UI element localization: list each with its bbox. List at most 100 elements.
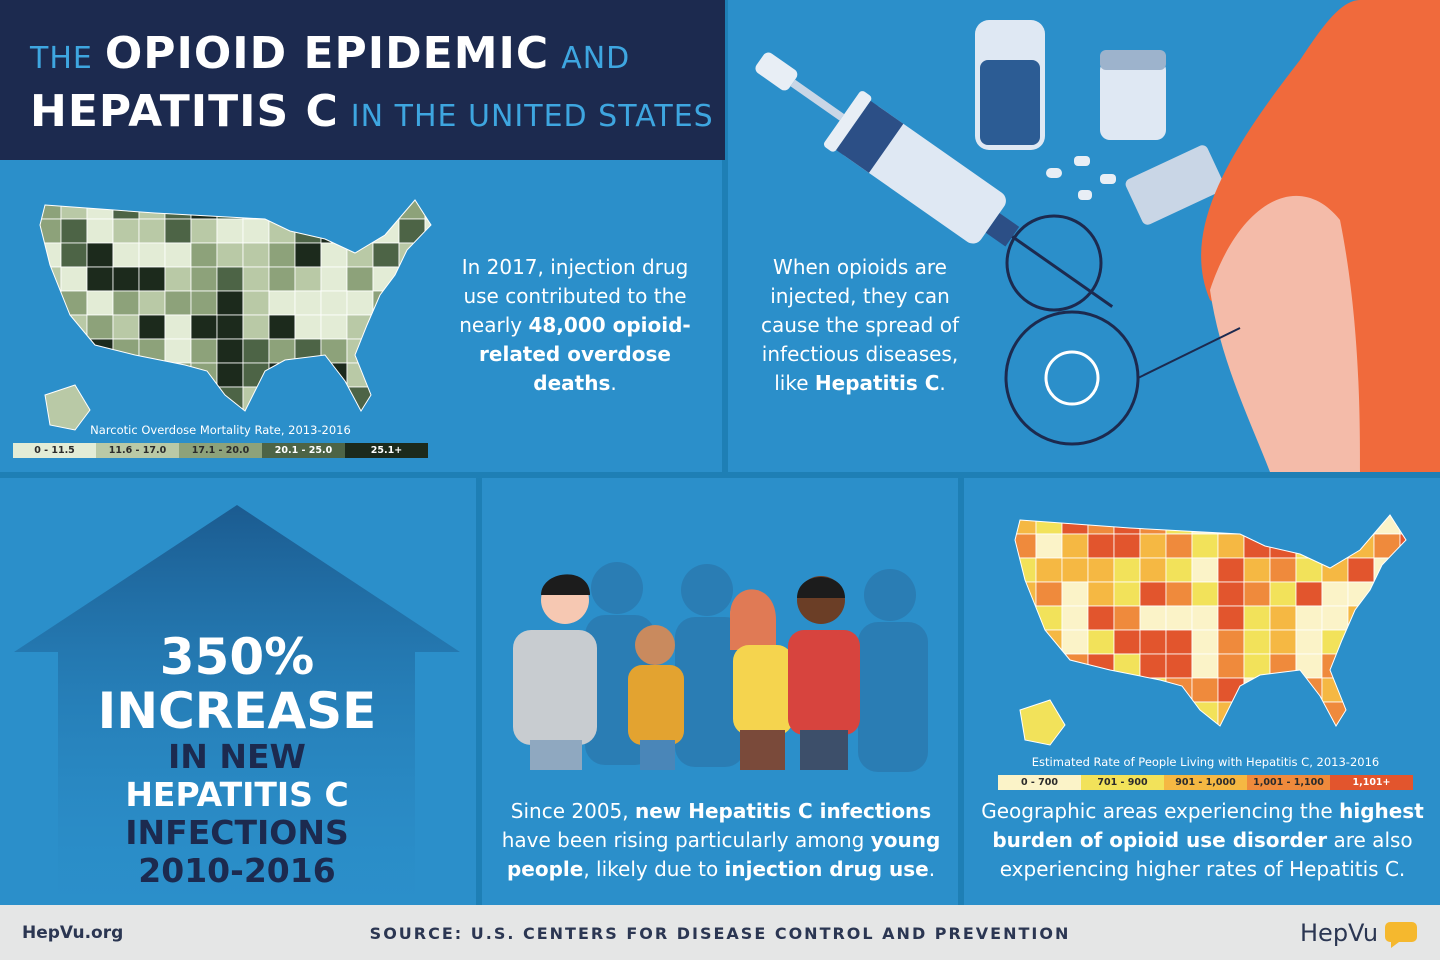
zoom-circle xyxy=(1005,214,1103,312)
house xyxy=(14,505,460,905)
state xyxy=(1035,533,1063,559)
state xyxy=(86,290,114,316)
site: HepVu.org xyxy=(22,923,124,943)
legend-item: 701 - 900 xyxy=(1081,775,1164,790)
state xyxy=(1035,557,1063,583)
legend-item: 17.1 - 20.0 xyxy=(179,443,262,458)
state xyxy=(138,314,166,340)
footer: HepVu.org SOURCE: U.S. CENTERS FOR DISEA… xyxy=(0,905,1440,960)
state xyxy=(1061,605,1089,631)
state xyxy=(1217,653,1245,679)
state xyxy=(372,242,400,268)
state xyxy=(216,242,244,268)
title-part: OPIOID EPIDEMIC xyxy=(104,28,550,79)
text-run: In 2017, injection drug use contributed … xyxy=(459,255,689,337)
state xyxy=(1113,533,1141,559)
state xyxy=(320,314,348,340)
increase-line: 2010-2016 xyxy=(138,851,336,890)
state xyxy=(138,242,166,268)
state xyxy=(242,314,270,340)
increase-line: INFECTIONS xyxy=(125,813,349,852)
state xyxy=(1061,557,1089,583)
legend-item: 0 - 11.5 xyxy=(13,443,96,458)
syringe xyxy=(755,52,1114,308)
header-box xyxy=(0,0,725,160)
state xyxy=(190,242,218,268)
state xyxy=(1217,605,1245,631)
state xyxy=(268,314,296,340)
state xyxy=(1087,629,1115,655)
state xyxy=(294,290,322,316)
map-caption: Estimated Rate of People Living with Hep… xyxy=(1031,755,1380,769)
state xyxy=(268,290,296,316)
state xyxy=(1191,533,1219,559)
state xyxy=(138,218,166,244)
legend-item: 25.1+ xyxy=(345,443,428,458)
state xyxy=(216,266,244,292)
state xyxy=(1243,605,1271,631)
state xyxy=(164,314,192,340)
state xyxy=(1087,581,1115,607)
state xyxy=(268,242,296,268)
state xyxy=(1113,581,1141,607)
legend: 0 - 700 701 - 900 901 - 1,000 1,001 - 1,100… xyxy=(998,775,1413,790)
state xyxy=(294,314,322,340)
state xyxy=(1217,557,1245,583)
state xyxy=(294,266,322,292)
state xyxy=(294,242,322,268)
state xyxy=(86,242,114,268)
title-part: AND xyxy=(561,41,631,76)
increase-line: INCREASE xyxy=(97,682,377,740)
state xyxy=(1243,557,1271,583)
state xyxy=(190,218,218,244)
state xyxy=(1087,605,1115,631)
state xyxy=(164,218,192,244)
map-caption: Narcotic Overdose Mortality Rate, 2013-2… xyxy=(90,423,351,437)
state xyxy=(190,338,218,364)
state xyxy=(1321,605,1349,631)
state xyxy=(216,314,244,340)
state xyxy=(268,266,296,292)
logo: HepVu xyxy=(1300,919,1379,947)
state xyxy=(138,266,166,292)
text-run: Hepatitis C xyxy=(814,371,940,395)
state xyxy=(164,266,192,292)
state xyxy=(242,290,270,316)
state xyxy=(320,290,348,316)
state xyxy=(190,314,218,340)
state xyxy=(1165,605,1193,631)
text-run: , likely due to xyxy=(583,857,725,881)
state xyxy=(242,242,270,268)
spread-text: When opioids are injected, they can caus… xyxy=(745,253,975,398)
state xyxy=(1113,557,1141,583)
virus xyxy=(1044,350,1100,406)
state xyxy=(1191,629,1219,655)
state xyxy=(1087,533,1115,559)
state xyxy=(1087,557,1115,583)
state xyxy=(1321,581,1349,607)
state xyxy=(1139,605,1167,631)
source: SOURCE: U.S. CENTERS FOR DISEASE CONTROL… xyxy=(369,924,1071,943)
young-people-text: Since 2005, new Hepatitis C infections h… xyxy=(490,797,952,884)
state xyxy=(1217,629,1245,655)
title-line: THE OPIOID EPIDEMIC AND xyxy=(30,28,642,79)
state xyxy=(242,266,270,292)
state xyxy=(1191,581,1219,607)
state xyxy=(242,218,270,244)
state xyxy=(1191,677,1219,703)
state xyxy=(242,338,270,364)
state xyxy=(190,266,218,292)
legend-item: 20.1 - 25.0 xyxy=(262,443,345,458)
state xyxy=(112,314,140,340)
state xyxy=(112,218,140,244)
state xyxy=(60,266,88,292)
legend-item: 11.6 - 17.0 xyxy=(96,443,179,458)
increase-text: 350% INCREASE IN NEW HEPATITIS C INFECTIONS 2… xyxy=(30,632,444,892)
state xyxy=(1269,581,1297,607)
alaska xyxy=(44,384,91,431)
state xyxy=(320,266,348,292)
text-run: injection drug use xyxy=(724,857,929,881)
state xyxy=(138,290,166,316)
state xyxy=(1113,605,1141,631)
